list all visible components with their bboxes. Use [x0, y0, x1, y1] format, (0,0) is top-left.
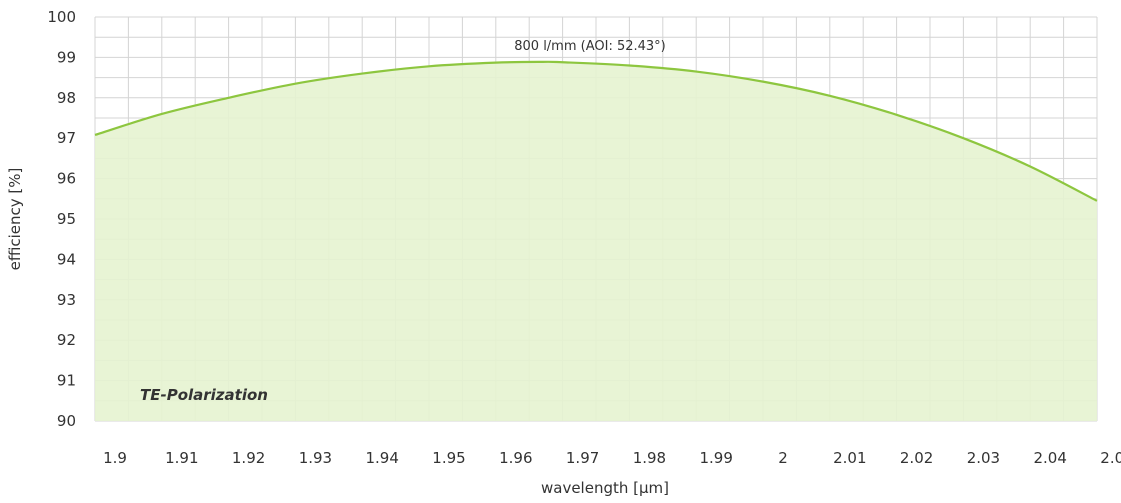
x-tick-label: 2.02 — [900, 449, 933, 467]
y-axis-title: efficiency [%] — [6, 168, 24, 271]
x-tick-label: 1.9 — [103, 449, 127, 467]
polarization-label: TE-Polarization — [140, 386, 268, 404]
x-tick-label: 1.93 — [299, 449, 332, 467]
y-tick-label: 97 — [57, 129, 76, 147]
y-tick-label: 94 — [57, 250, 76, 268]
y-tick-label: 91 — [57, 372, 76, 390]
x-tick-label: 1.92 — [232, 449, 265, 467]
x-tick-label: 2.04 — [1033, 449, 1066, 467]
efficiency-line — [94, 60, 1098, 202]
y-tick-label: 100 — [47, 8, 76, 26]
x-tick-label: 1.96 — [499, 449, 532, 467]
x-tick-label: 1.94 — [365, 449, 398, 467]
y-tick-label: 93 — [57, 291, 76, 309]
x-axis-title: wavelength [µm] — [541, 479, 669, 497]
y-tick-label: 99 — [57, 48, 76, 66]
x-tick-label: 1.95 — [432, 449, 465, 467]
y-tick-label: 92 — [57, 331, 76, 349]
x-tick-label: 2.05 — [1100, 449, 1121, 467]
x-tick-label: 1.97 — [566, 449, 599, 467]
x-tick-label: 1.99 — [699, 449, 732, 467]
x-tick-label: 2 — [778, 449, 788, 467]
x-axis-ticks: 1.9 1.91 1.92 1.93 1.94 1.95 1.96 1.97 1.98 1.99 2… — [103, 449, 1121, 467]
y-tick-label: 96 — [57, 170, 76, 188]
y-tick-label: 95 — [57, 210, 76, 228]
y-axis-ticks: 90 91 92 93 94 95 96 97 98 99 100 — [47, 8, 76, 430]
x-tick-label: 1.98 — [633, 449, 666, 467]
x-tick-label: 2.03 — [967, 449, 1000, 467]
x-tick-label: 2.01 — [833, 449, 866, 467]
x-tick-label: 1.91 — [165, 449, 198, 467]
series-label: 800 l/mm (AOI: 52.43°) — [514, 39, 666, 54]
efficiency-area — [95, 61, 1097, 422]
y-tick-label: 90 — [57, 412, 76, 430]
y-tick-label: 98 — [57, 89, 76, 107]
